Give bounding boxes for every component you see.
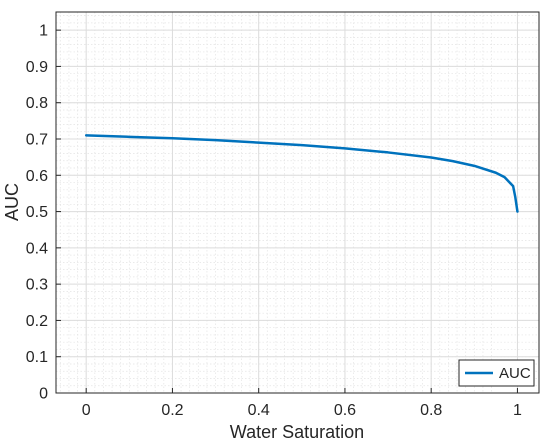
plot-frame (55, 11, 540, 394)
y-tick-label: 0.3 (26, 277, 48, 294)
y-tick-label: 0 (39, 386, 48, 403)
x-tick-label: 0 (82, 402, 91, 419)
y-tick-label: 0.6 (26, 168, 48, 185)
y-tick-label: 0.5 (26, 204, 48, 221)
plot-area (56, 12, 539, 393)
series-line-auc (84, 134, 519, 213)
x-tick-label: 1 (513, 402, 522, 419)
y-tick-label: 0.9 (26, 59, 48, 76)
y-tick-label: 0.4 (26, 240, 48, 257)
x-axis-title: Water Saturation (230, 422, 364, 442)
y-axis-title: AUC (2, 183, 22, 221)
y-tick-label: 0.1 (26, 349, 48, 366)
legend-label: AUC (499, 365, 531, 382)
series-layer (84, 134, 519, 213)
y-tick-label: 0.7 (26, 132, 48, 149)
x-tick-label: 0.6 (334, 402, 356, 419)
y-tick-label: 0.8 (26, 95, 48, 112)
x-tick-label: 0.4 (248, 402, 270, 419)
x-tick-label: 0.2 (161, 402, 183, 419)
x-axis-ticks: 0 0.2 0.4 0.6 0.8 1 (82, 388, 522, 419)
legend: AUC (458, 359, 535, 387)
y-tick-label: 1 (39, 23, 48, 40)
y-axis-ticks: 0 0.1 0.2 0.3 0.4 0.5 0.6 0.7 0.8 0.9 1 (26, 23, 61, 403)
y-tick-label: 0.2 (26, 313, 48, 330)
x-tick-label: 0.8 (420, 402, 442, 419)
